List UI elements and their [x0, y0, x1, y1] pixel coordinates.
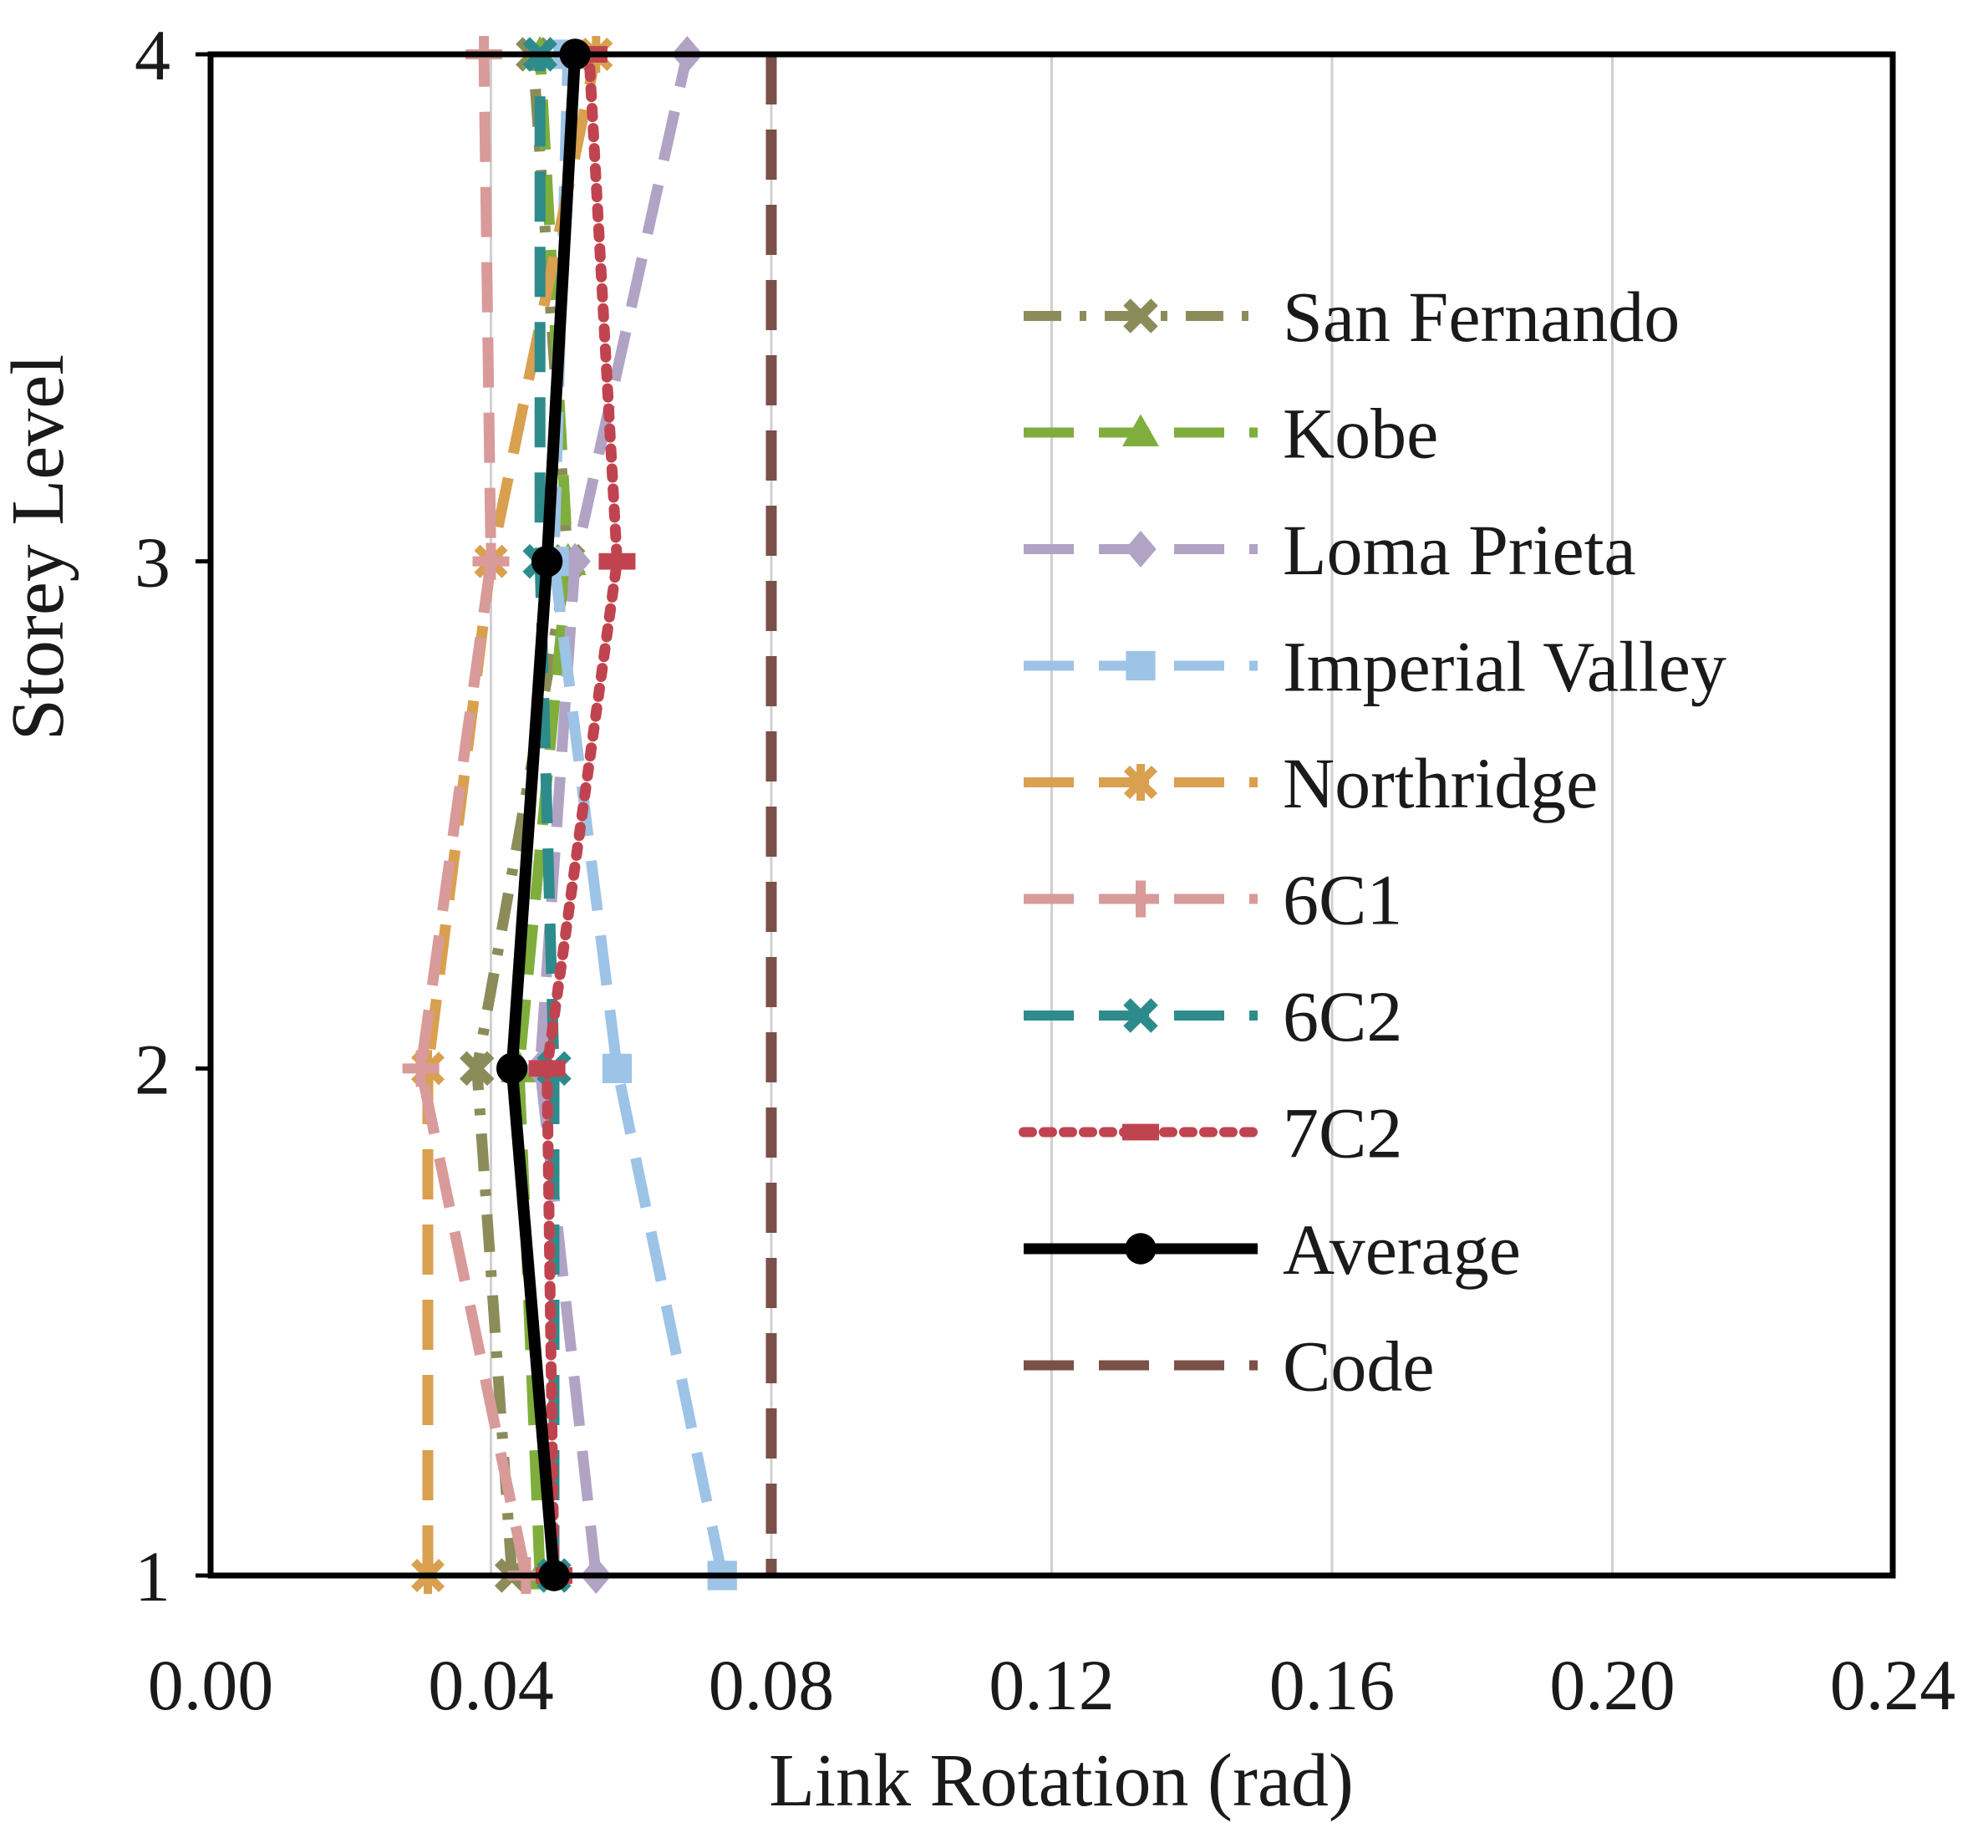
legend-label: Code: [1283, 1326, 1435, 1407]
x-tick-label: 0.04: [428, 1645, 554, 1725]
x-tick-label: 0.24: [1830, 1645, 1956, 1725]
legend-item-imperial-valley: Imperial Valley: [1024, 627, 1726, 707]
marker-dash: [1122, 1123, 1159, 1141]
marker-plus: [472, 542, 510, 580]
y-tick-label: 2: [135, 1029, 170, 1109]
tick-labels: 0.00 0.04 0.08 0.12 0.16 0.20 0.24 1 2 3 4: [135, 15, 1955, 1725]
legend-label: 6C1: [1283, 860, 1402, 940]
legend-label: 6C2: [1283, 976, 1402, 1056]
series-line-loma-prieta: [534, 53, 693, 1576]
x-tick-label: 0.16: [1269, 1645, 1396, 1725]
y-axis-title: Storey Level: [0, 354, 79, 741]
marker-diamond: [1125, 531, 1157, 568]
legend-item-kobe: Kobe: [1024, 394, 1438, 474]
x-tick-label: 0.08: [709, 1645, 835, 1725]
legend-item-average: Average: [1024, 1209, 1521, 1290]
legend-item-san-fernando: San Fernando: [1024, 277, 1680, 357]
marker-triangle: [1122, 414, 1159, 446]
legend-label: 7C2: [1283, 1093, 1402, 1173]
x-tick-label: 0.20: [1549, 1645, 1675, 1725]
x-axis-title: Link Rotation (rad): [769, 1739, 1354, 1822]
marker-plus: [402, 1050, 440, 1087]
legend-label: San Fernando: [1283, 277, 1680, 357]
series-line-san-fernando: [471, 53, 574, 1576]
marker-asterisk: [1123, 764, 1158, 801]
series-line-6c2: [534, 54, 560, 1576]
marker-circle: [1125, 1233, 1157, 1265]
series-line-average: [506, 53, 582, 1576]
legend-item-loma-prieta: Loma Prieta: [1024, 510, 1636, 590]
x-tick-label: 0.00: [148, 1645, 274, 1725]
series-line-6c1: [415, 53, 531, 1577]
legend-item-7c2: 7C2: [1019, 1093, 1402, 1173]
marker-square: [602, 1053, 633, 1083]
legend-item-6c2: 6C2: [1024, 976, 1402, 1056]
series-line-7c2: [541, 48, 623, 1581]
marker-x: [459, 1051, 495, 1087]
marker-x: [1123, 998, 1158, 1033]
legend-label: Kobe: [1283, 394, 1438, 474]
legend-label: Imperial Valley: [1283, 627, 1726, 707]
y-tick-label: 4: [135, 15, 170, 95]
legend-item-6c1: 6C1: [1024, 860, 1402, 940]
marker-diamond: [559, 542, 591, 580]
legend: San Fernando Kobe Loma Prieta Imperial Vall…: [1019, 277, 1726, 1407]
legend-item-code: Code: [1024, 1326, 1435, 1407]
legend-item-northridge: Northridge: [1024, 743, 1598, 823]
y-tick-label: 3: [135, 522, 170, 603]
marker-square: [1126, 650, 1156, 681]
marker-dash: [528, 1060, 566, 1077]
marker-circle: [531, 545, 563, 578]
legend-label: Loma Prieta: [1283, 510, 1636, 590]
marker-dash: [598, 552, 636, 570]
legend-label: Northridge: [1283, 743, 1598, 823]
legend-label: Average: [1283, 1209, 1521, 1290]
marker-plus: [1122, 880, 1159, 918]
y-tick-label: 1: [135, 1536, 170, 1616]
marker-circle: [496, 1052, 528, 1085]
plot-frame: [207, 51, 1896, 1579]
marker-x: [1123, 298, 1158, 333]
x-tick-label: 0.12: [989, 1645, 1115, 1725]
